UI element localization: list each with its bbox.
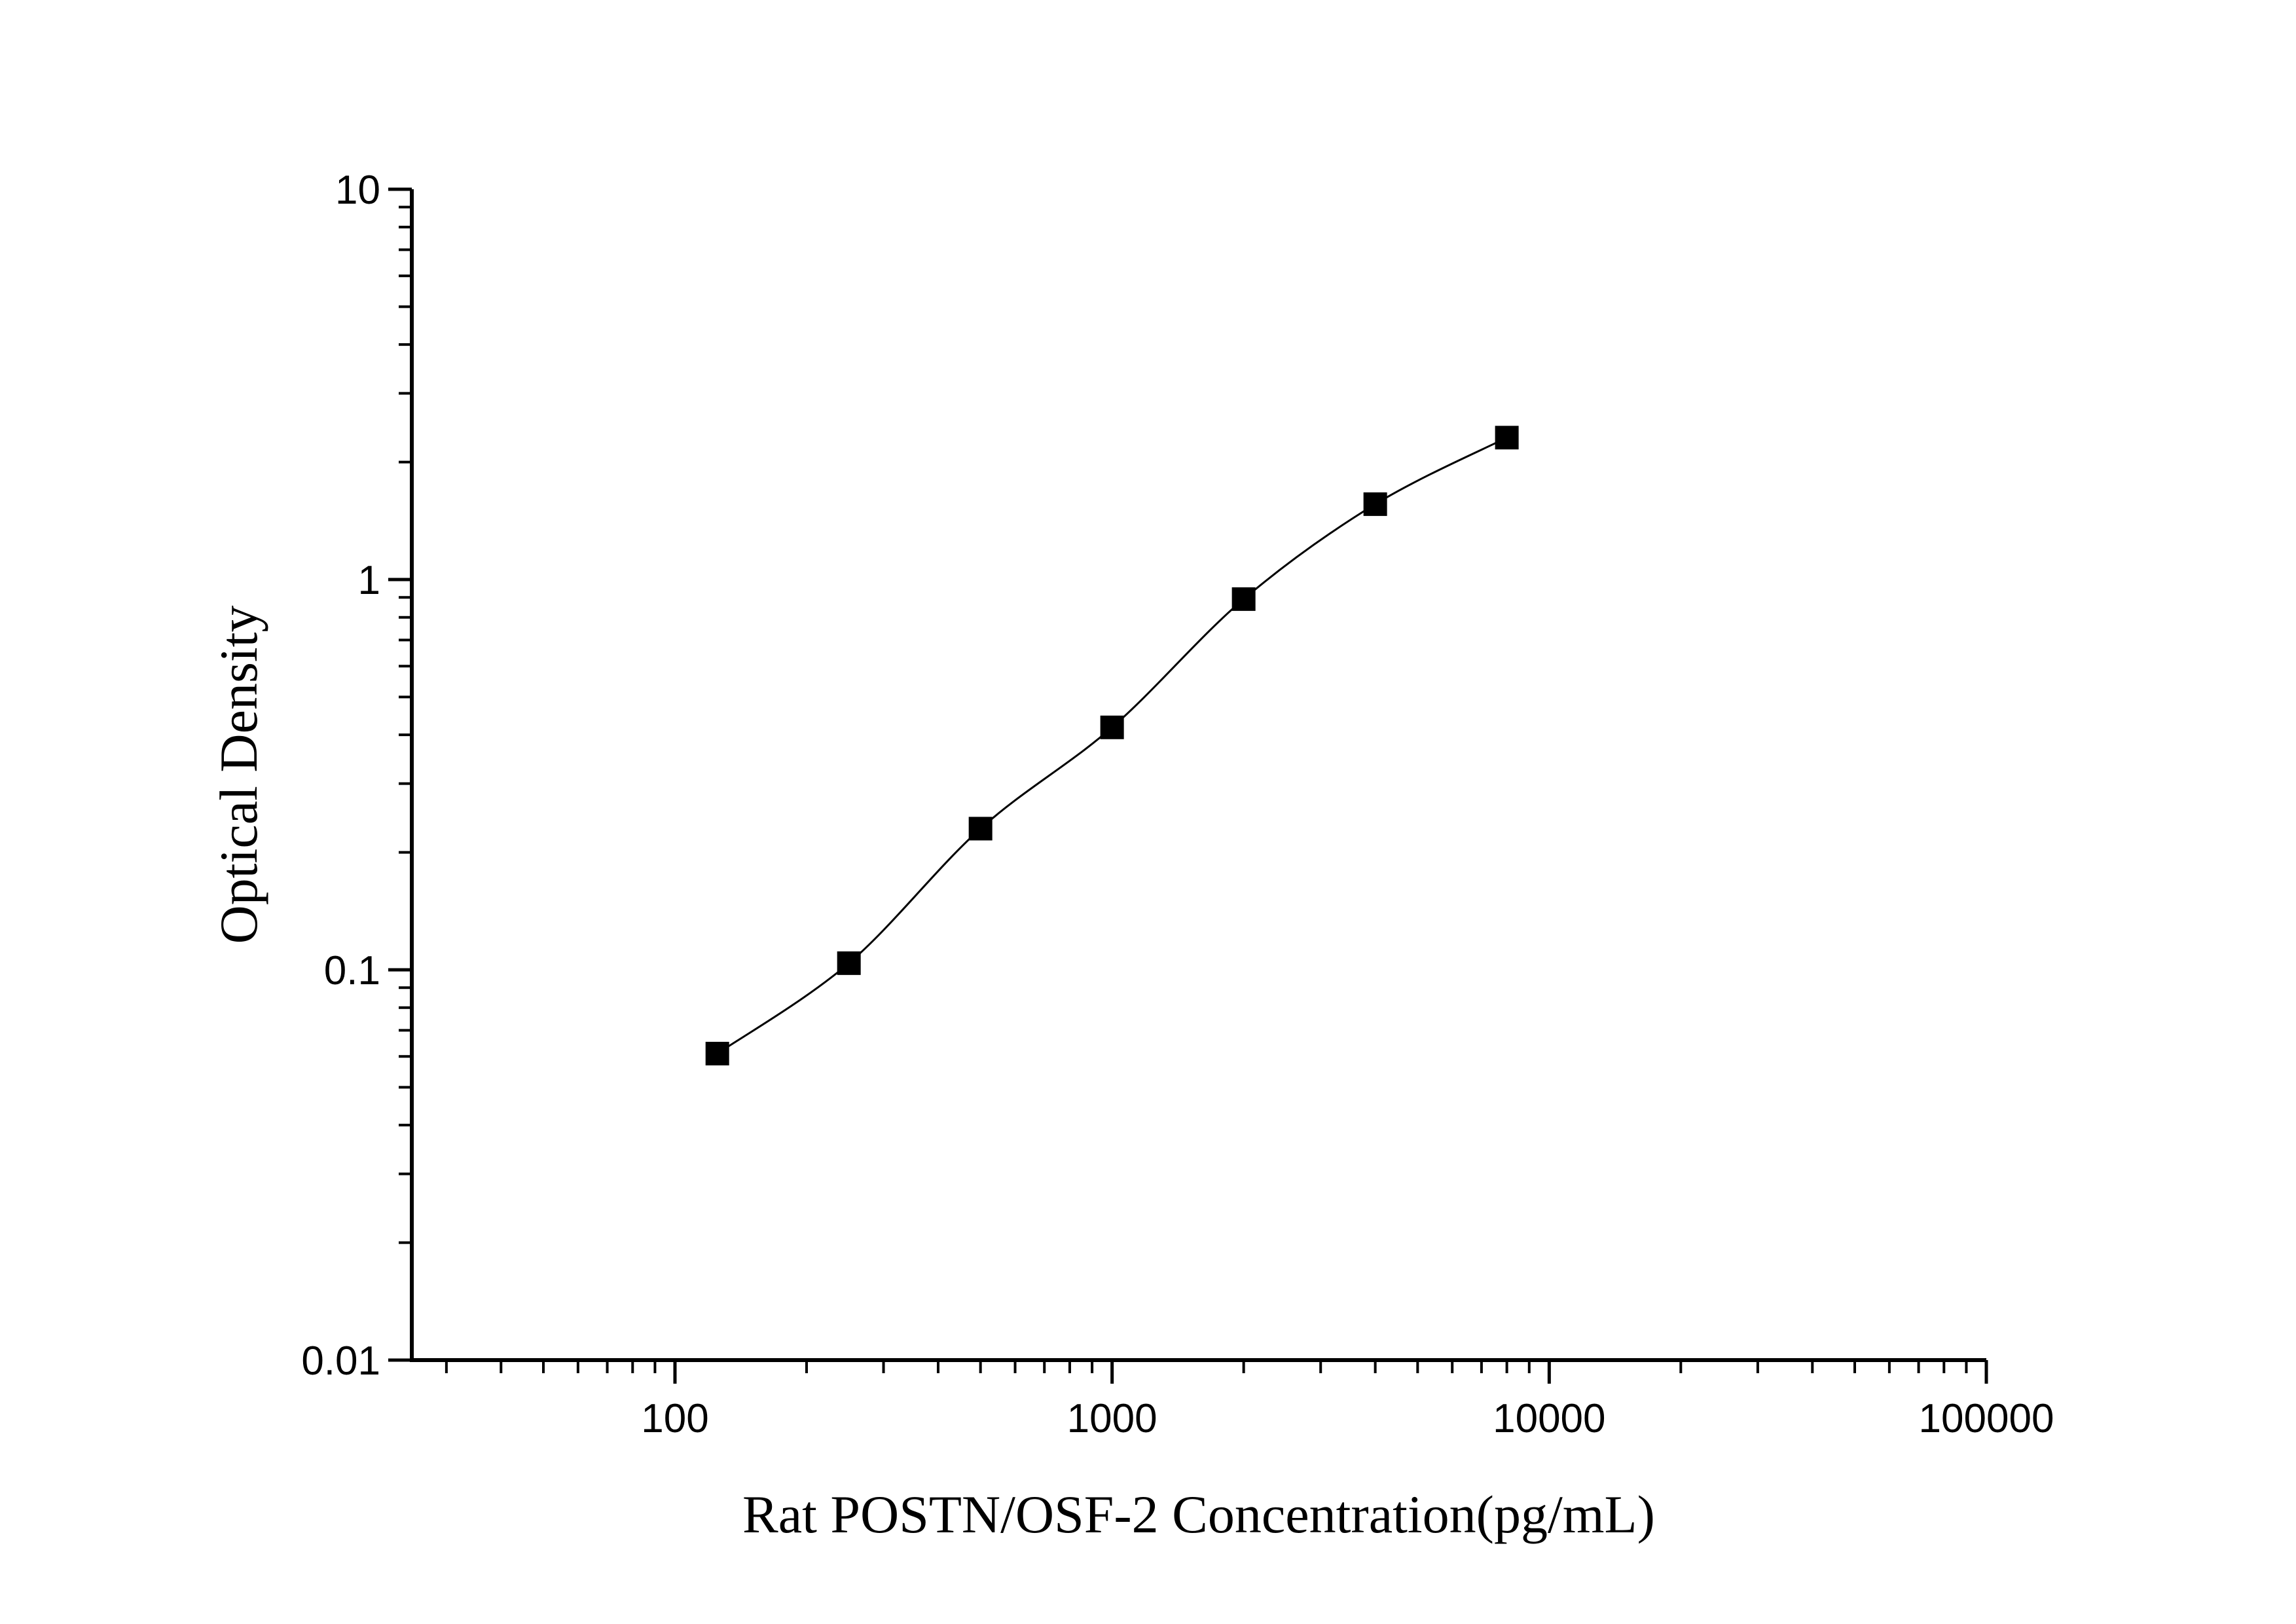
data-point: [1495, 426, 1519, 450]
x-tick-label: 1000: [1067, 1396, 1157, 1441]
data-point: [837, 951, 861, 975]
data-point: [968, 817, 993, 841]
y-tick-label: 0.01: [301, 1338, 380, 1384]
data-points: [705, 426, 1519, 1065]
x-tick-label: 100000: [1919, 1396, 2054, 1441]
x-tick-label: 10000: [1493, 1396, 1605, 1441]
x-tick-label: 100: [641, 1396, 708, 1441]
data-point: [1100, 715, 1124, 739]
data-point: [1231, 587, 1256, 611]
data-point: [1363, 492, 1387, 516]
y-tick-label: 10: [335, 168, 380, 213]
x-tick-labels: 100 1000 10000 100000: [641, 1396, 2054, 1441]
y-tick-label: 1: [358, 558, 380, 603]
data-point: [705, 1041, 729, 1065]
y-tick-label: 0.1: [324, 948, 380, 993]
y-tick-labels: 0.01 0.1 1 10: [301, 168, 380, 1384]
y-axis-title: Optical Density: [209, 606, 268, 944]
x-axis-title: Rat POSTN/OSF-2 Concentration(pg/mL): [742, 1485, 1655, 1544]
fit-curve: [716, 436, 1508, 1055]
axes: [388, 187, 1988, 1384]
